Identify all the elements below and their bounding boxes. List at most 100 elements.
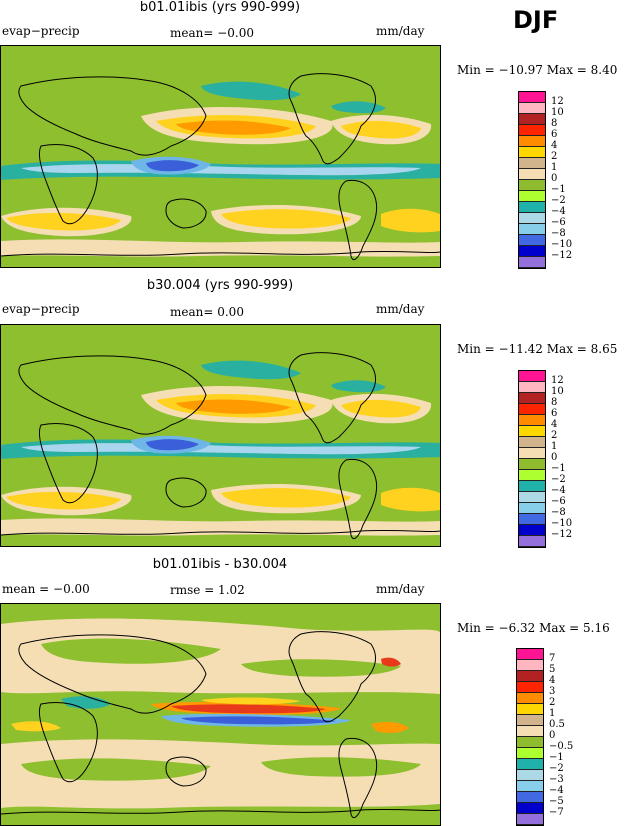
colorbar-swatch <box>519 92 545 103</box>
colorbar-label: 1 <box>551 441 558 452</box>
panel-3-rmse-label: rmse = 1.02 <box>170 583 245 597</box>
colorbar-label: −2 <box>551 195 566 206</box>
colorbar-swatch <box>517 803 543 814</box>
colorbar-swatch <box>519 147 545 158</box>
colorbar-label: 3 <box>549 686 556 697</box>
colorbar-label: 0 <box>549 730 556 741</box>
colorbar-label: −12 <box>551 250 573 261</box>
colorbar-swatch <box>517 682 543 693</box>
colorbar-swatch <box>517 660 543 671</box>
colorbar-swatch <box>517 693 543 704</box>
colorbar-swatch <box>517 715 543 726</box>
colorbar-label: −0.5 <box>549 741 574 752</box>
colorbar-swatch <box>519 246 545 257</box>
colorbar-label: −3 <box>549 774 564 785</box>
colorbar-label: 6 <box>551 408 558 419</box>
colorbar-swatch <box>519 514 545 525</box>
panel-1-mean-label: mean= −0.00 <box>170 26 255 40</box>
panel-2-colorbar: 12 10 8 6 4 2 1 0 −1 −2 −4 −6 −8 −10 −12 <box>518 370 572 548</box>
panel-3-colorbar: 7 5 4 3 2 1 0.5 0 −0.5 −1 −2 −3 −4 −5 −7 <box>516 648 573 826</box>
colorbar-swatch <box>519 536 545 547</box>
panel-2-mean-label: mean= 0.00 <box>170 305 244 319</box>
colorbar-label: −5 <box>549 796 564 807</box>
panel-2-title: b30.004 (yrs 990-999) <box>146 278 294 293</box>
colorbar-swatch <box>519 459 545 470</box>
panel-2-minmax: Min = −11.42 Max = 8.65 <box>457 342 618 356</box>
panel-3-map <box>0 603 441 826</box>
colorbar-swatch <box>517 781 543 792</box>
colorbar-label: −10 <box>551 518 573 529</box>
colorbar-label: −7 <box>549 807 564 818</box>
colorbar-swatch <box>519 426 545 437</box>
colorbar-label: −8 <box>551 228 566 239</box>
colorbar-label: −10 <box>551 239 573 250</box>
colorbar-swatch <box>519 481 545 492</box>
colorbar-label: 2 <box>549 697 556 708</box>
colorbar-swatch <box>519 202 545 213</box>
panel-1-colorbar: 12 10 8 6 4 2 1 0 −1 −2 −4 −6 −8 −10 −12 <box>518 91 572 269</box>
colorbar-swatch <box>519 136 545 147</box>
panel-1-minmax: Min = −10.97 Max = 8.40 <box>457 63 618 77</box>
panel-3-mean-label: mean = −0.00 <box>2 582 90 596</box>
colorbar-label: −6 <box>551 217 566 228</box>
colorbar-swatch <box>517 649 543 660</box>
colorbar-label: −4 <box>551 206 566 217</box>
panel-1-variable-label: evap−precip <box>2 24 80 38</box>
colorbar-label: −1 <box>549 752 564 763</box>
colorbar-swatch <box>519 169 545 180</box>
colorbar-label: −2 <box>549 763 564 774</box>
colorbar-label: 8 <box>551 397 558 408</box>
panel-2-variable-label: evap−precip <box>2 302 80 316</box>
colorbar-label: −1 <box>551 463 566 474</box>
colorbar-swatch <box>519 224 545 235</box>
colorbar-label: −8 <box>551 507 566 518</box>
colorbar-label: −2 <box>551 474 566 485</box>
colorbar-label: 5 <box>549 664 556 675</box>
colorbar-label: 4 <box>549 675 556 686</box>
colorbar-swatch <box>517 792 543 803</box>
colorbar-label: 12 <box>551 375 564 386</box>
colorbar-swatch <box>519 235 545 246</box>
panel-1-units-label: mm/day <box>376 24 425 38</box>
colorbar-swatch <box>519 382 545 393</box>
colorbar-label: 10 <box>551 386 564 397</box>
colorbar-label: 2 <box>551 430 558 441</box>
colorbar-label: 0 <box>551 173 558 184</box>
panel-2-units-label: mm/day <box>376 302 425 316</box>
colorbar-swatch <box>519 213 545 224</box>
colorbar-swatch <box>519 125 545 136</box>
colorbar-label: 10 <box>551 107 564 118</box>
colorbar-swatch <box>519 525 545 536</box>
colorbar-swatch <box>519 158 545 169</box>
colorbar-label: 0.5 <box>549 719 565 730</box>
colorbar-swatch <box>517 737 543 748</box>
colorbar-label: −1 <box>551 184 566 195</box>
colorbar-swatch <box>519 180 545 191</box>
colorbar-label: −4 <box>551 485 566 496</box>
colorbar-swatch <box>519 114 545 125</box>
colorbar-label: 4 <box>551 419 558 430</box>
colorbar-label: −12 <box>551 529 573 540</box>
colorbar-swatch <box>519 415 545 426</box>
colorbar-label: 12 <box>551 96 564 107</box>
season-label: DJF <box>513 6 559 34</box>
colorbar-swatch <box>517 770 543 781</box>
colorbar-swatch <box>517 814 543 825</box>
colorbar-swatch <box>517 726 543 737</box>
colorbar-label: −4 <box>549 785 564 796</box>
panel-3-minmax: Min = −6.32 Max = 5.16 <box>457 621 610 635</box>
colorbar-swatch <box>519 191 545 202</box>
colorbar-swatch <box>519 257 545 268</box>
colorbar-swatch <box>517 748 543 759</box>
panel-3-units-label: mm/day <box>376 582 425 596</box>
colorbar-swatch <box>519 503 545 514</box>
colorbar-swatch <box>519 437 545 448</box>
colorbar-swatch <box>517 759 543 770</box>
colorbar-label: 0 <box>551 452 558 463</box>
colorbar-label: −6 <box>551 496 566 507</box>
colorbar-swatch <box>519 448 545 459</box>
colorbar-label: 4 <box>551 140 558 151</box>
colorbar-swatch <box>519 393 545 404</box>
colorbar-swatch <box>519 404 545 415</box>
colorbar-swatch <box>517 671 543 682</box>
